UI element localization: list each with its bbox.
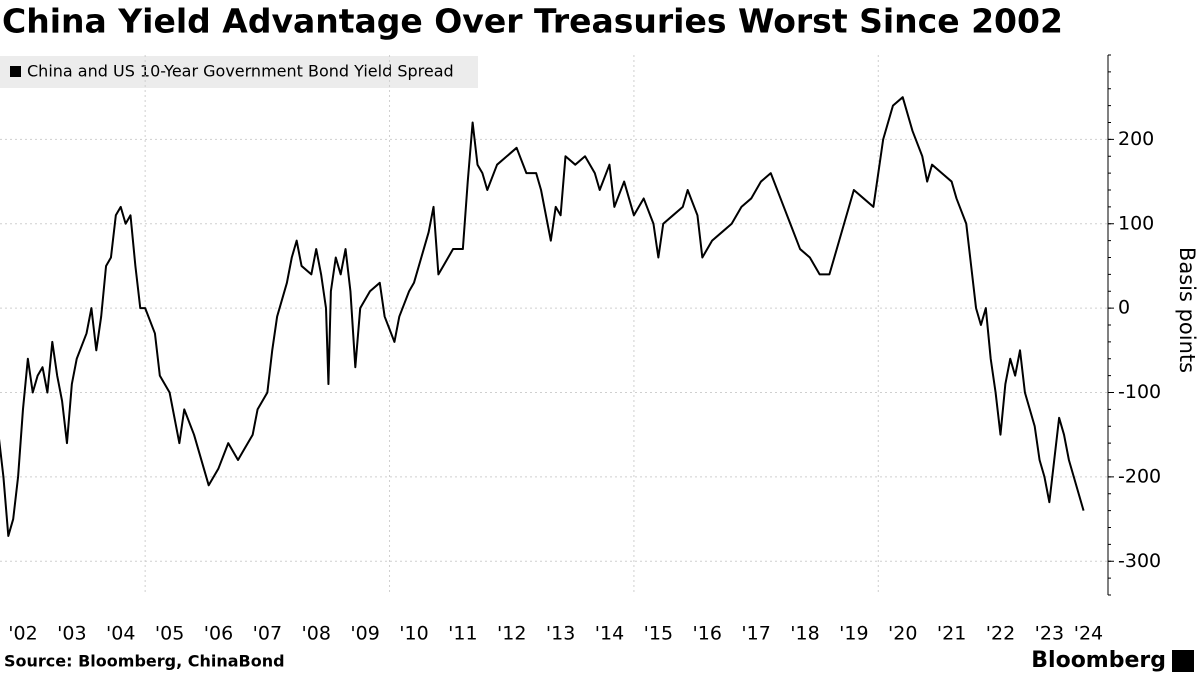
- y-tick-label: -100: [1118, 381, 1161, 403]
- y-tick-label: 0: [1118, 297, 1130, 319]
- legend-swatch: [10, 66, 21, 77]
- x-tick-label: '14: [595, 623, 624, 645]
- legend-box: [0, 56, 478, 88]
- x-tick-label: '08: [302, 623, 331, 645]
- line-series: [0, 96, 1085, 537]
- x-tick-label: '17: [741, 623, 770, 645]
- x-tick-label: '05: [155, 623, 184, 645]
- y-tick-label: -200: [1118, 465, 1161, 487]
- y-tick-label: -300: [1118, 550, 1161, 572]
- x-tick-label: '03: [57, 623, 86, 645]
- x-tick-label: '02: [8, 623, 37, 645]
- x-tick-label: '04: [106, 623, 135, 645]
- x-tick-label: '23: [1035, 623, 1064, 645]
- x-tick-label: '11: [448, 623, 477, 645]
- brand-icon: [1172, 650, 1194, 672]
- x-tick-label: '21: [937, 623, 966, 645]
- x-tick-label: '24: [1074, 623, 1103, 645]
- x-tick-label: '20: [888, 623, 917, 645]
- x-tick-label: '22: [986, 623, 1015, 645]
- brand: Bloomberg: [1031, 648, 1166, 673]
- chart-title: China Yield Advantage Over Treasuries Wo…: [2, 2, 1063, 41]
- x-tick-label: '19: [839, 623, 868, 645]
- y-axis-label: Basis points: [1175, 247, 1199, 373]
- y-tick-label: 200: [1118, 128, 1154, 150]
- x-tick-label: '10: [399, 623, 428, 645]
- y-tick-label: 100: [1118, 212, 1154, 234]
- x-tick-label: '18: [790, 623, 819, 645]
- x-tick-label: '13: [546, 623, 575, 645]
- x-tick-label: '15: [644, 623, 673, 645]
- x-tick-label: '16: [693, 623, 722, 645]
- x-tick-label: '12: [497, 623, 526, 645]
- legend-label: China and US 10-Year Government Bond Yie…: [27, 62, 454, 81]
- x-tick-label: '07: [253, 623, 282, 645]
- x-tick-label: '09: [350, 623, 379, 645]
- x-tick-label: '06: [204, 623, 233, 645]
- source: Source: Bloomberg, ChinaBond: [4, 652, 285, 671]
